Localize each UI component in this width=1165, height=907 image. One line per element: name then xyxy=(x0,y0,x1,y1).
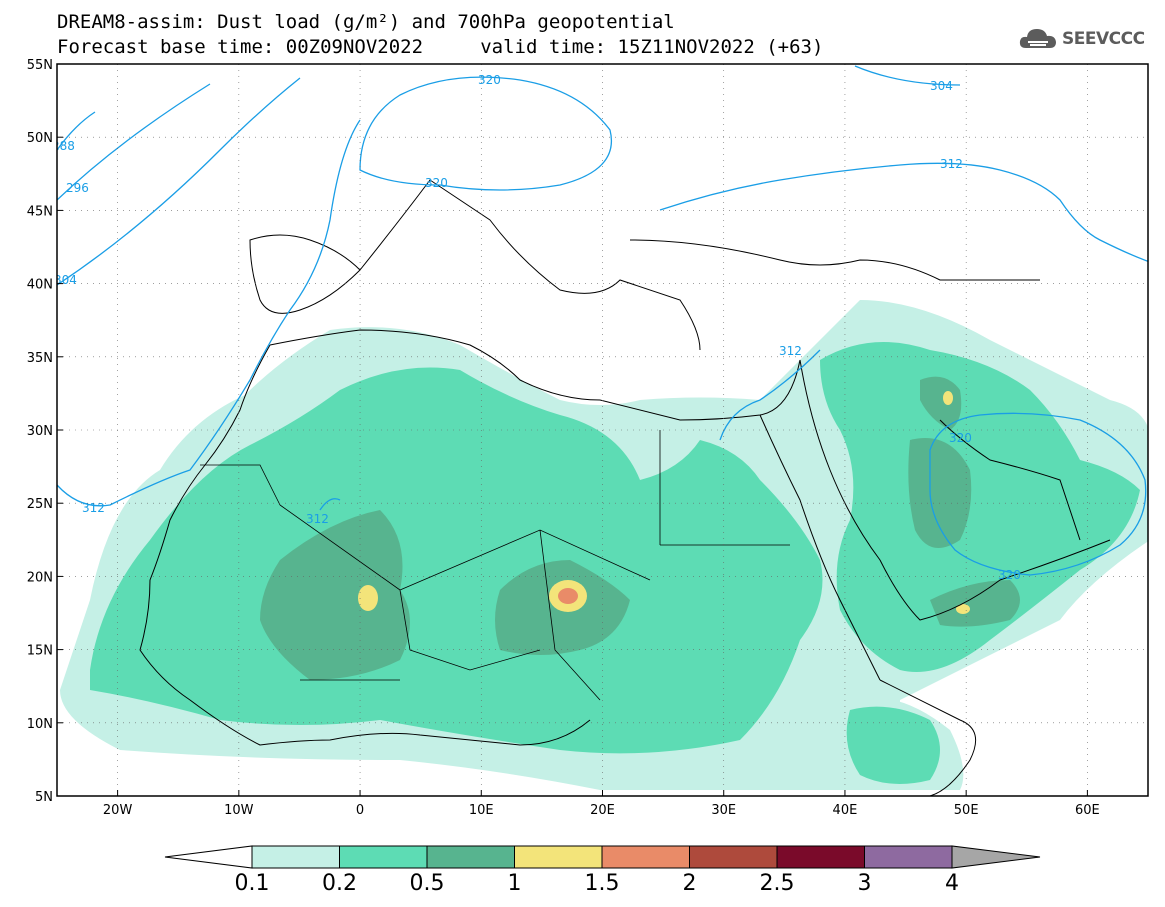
contour-312-north xyxy=(659,162,1148,262)
colorbar-label: 0.2 xyxy=(322,871,357,896)
dust-region-high-5 xyxy=(920,376,962,430)
contour-label: 296 xyxy=(66,181,89,195)
colorbar-segment xyxy=(339,845,428,869)
lat-tick: 5N xyxy=(35,790,53,805)
contour-label-group: 320 320 304 312 288 296 304 312 312 312 … xyxy=(52,73,1021,582)
plot-frame xyxy=(56,63,1149,797)
colorbar-label: 1.5 xyxy=(584,871,620,896)
lon-tick: 10E xyxy=(469,803,494,818)
dust-region-moderate-2 xyxy=(820,342,1140,672)
lat-tick: 55N xyxy=(27,58,53,73)
dust-region-high-3 xyxy=(908,438,972,548)
coast-persian-gulf xyxy=(939,419,1081,541)
latitude-labels: 55N 50N 45N 40N 35N 30N 25N 20N 15N 10N … xyxy=(27,58,53,805)
contour-312-sahara xyxy=(319,498,341,511)
lon-tick: 0 xyxy=(356,803,364,818)
colorbar-segment xyxy=(426,845,515,869)
gridlines xyxy=(57,63,1148,797)
lat-tick: 45N xyxy=(27,204,53,219)
colorbar-label: 0.5 xyxy=(409,871,445,896)
lat-tick: 50N xyxy=(27,131,53,146)
contour-label: 312 xyxy=(306,512,329,526)
colorbar-extension-high xyxy=(951,845,1041,869)
contour-label: 288 xyxy=(52,139,75,153)
contour-288 xyxy=(57,111,96,151)
dust-peak-5 xyxy=(558,588,578,604)
contour-label: 304 xyxy=(930,79,953,93)
colorbar-label: 2.5 xyxy=(759,871,795,896)
dust-peak-1 xyxy=(358,585,378,611)
lon-tick: 10W xyxy=(224,803,254,818)
contour-320-arabia xyxy=(929,412,1147,576)
colorbar-segment xyxy=(514,845,603,869)
colorbar-label: 3 xyxy=(857,871,872,896)
geopotential-contours xyxy=(57,65,1148,576)
colorbar-label: 1 xyxy=(507,871,522,896)
colorbar-segment xyxy=(251,845,340,869)
colorbar-segment xyxy=(864,845,953,869)
lat-tick: 25N xyxy=(27,497,53,512)
dust-fields xyxy=(60,300,1148,790)
colorbar-label: 0.1 xyxy=(234,871,270,896)
colorbar-label: 4 xyxy=(945,871,959,896)
contour-label: 320 xyxy=(998,568,1021,582)
map-title: DREAM8-assim: Dust load (g/m²) and 700hP… xyxy=(57,11,675,33)
logo-text: SEEVCCC xyxy=(1062,29,1145,49)
dust-map: 320 320 304 312 288 296 304 312 312 312 … xyxy=(27,58,1149,818)
dust-region-moderate-3 xyxy=(846,706,940,784)
forecast-times: Forecast base time: 00Z09NOV2022 valid t… xyxy=(57,36,824,58)
lon-tick: 20W xyxy=(103,803,133,818)
lon-tick: 30E xyxy=(711,803,736,818)
colorbar xyxy=(164,845,1041,869)
lat-tick: 40N xyxy=(27,278,53,293)
contour-label: 312 xyxy=(779,344,802,358)
coast-west-africa xyxy=(139,344,591,746)
contour-label: 320 xyxy=(949,431,972,445)
lat-tick: 35N xyxy=(27,351,53,366)
coast-mediterranean xyxy=(269,329,801,421)
contour-label: 320 xyxy=(425,176,448,190)
lon-tick: 60E xyxy=(1075,803,1100,818)
dust-peak-4 xyxy=(943,391,953,405)
contour-320-europe xyxy=(359,76,612,191)
contour-312-south xyxy=(57,119,821,507)
dust-peak-3 xyxy=(956,604,970,614)
dust-region-high-4 xyxy=(930,580,1020,627)
longitude-labels: 20W 10W 0 10E 20E 30E 40E 50E 60E xyxy=(103,803,1100,818)
lat-tick: 20N xyxy=(27,570,53,585)
lon-tick: 20E xyxy=(590,803,615,818)
colorbar-segment xyxy=(601,845,690,869)
coast-horn-africa xyxy=(879,679,977,796)
colorbar-segment xyxy=(689,845,778,869)
dust-region-moderate xyxy=(90,367,823,754)
contour-label: 312 xyxy=(82,501,105,515)
colorbar-extension-low xyxy=(164,845,253,869)
lat-tick: 30N xyxy=(27,424,53,439)
colorbar-segment xyxy=(776,845,865,869)
contour-296 xyxy=(57,83,211,201)
contour-label: 312 xyxy=(940,157,963,171)
contour-label: 320 xyxy=(478,73,501,87)
lon-tick: 50E xyxy=(954,803,979,818)
dust-region-high xyxy=(260,510,410,680)
border-lines xyxy=(200,430,790,701)
lon-tick: 40E xyxy=(833,803,858,818)
cloud-icon xyxy=(1019,29,1056,48)
lat-tick: 15N xyxy=(27,644,53,659)
contour-304-west xyxy=(57,77,301,286)
colorbar-label: 2 xyxy=(682,871,697,896)
seevccc-logo: SEEVCCC xyxy=(1018,26,1145,52)
coast-europe xyxy=(249,179,1040,351)
contour-304-east xyxy=(854,65,961,86)
lat-tick: 10N xyxy=(27,717,53,732)
